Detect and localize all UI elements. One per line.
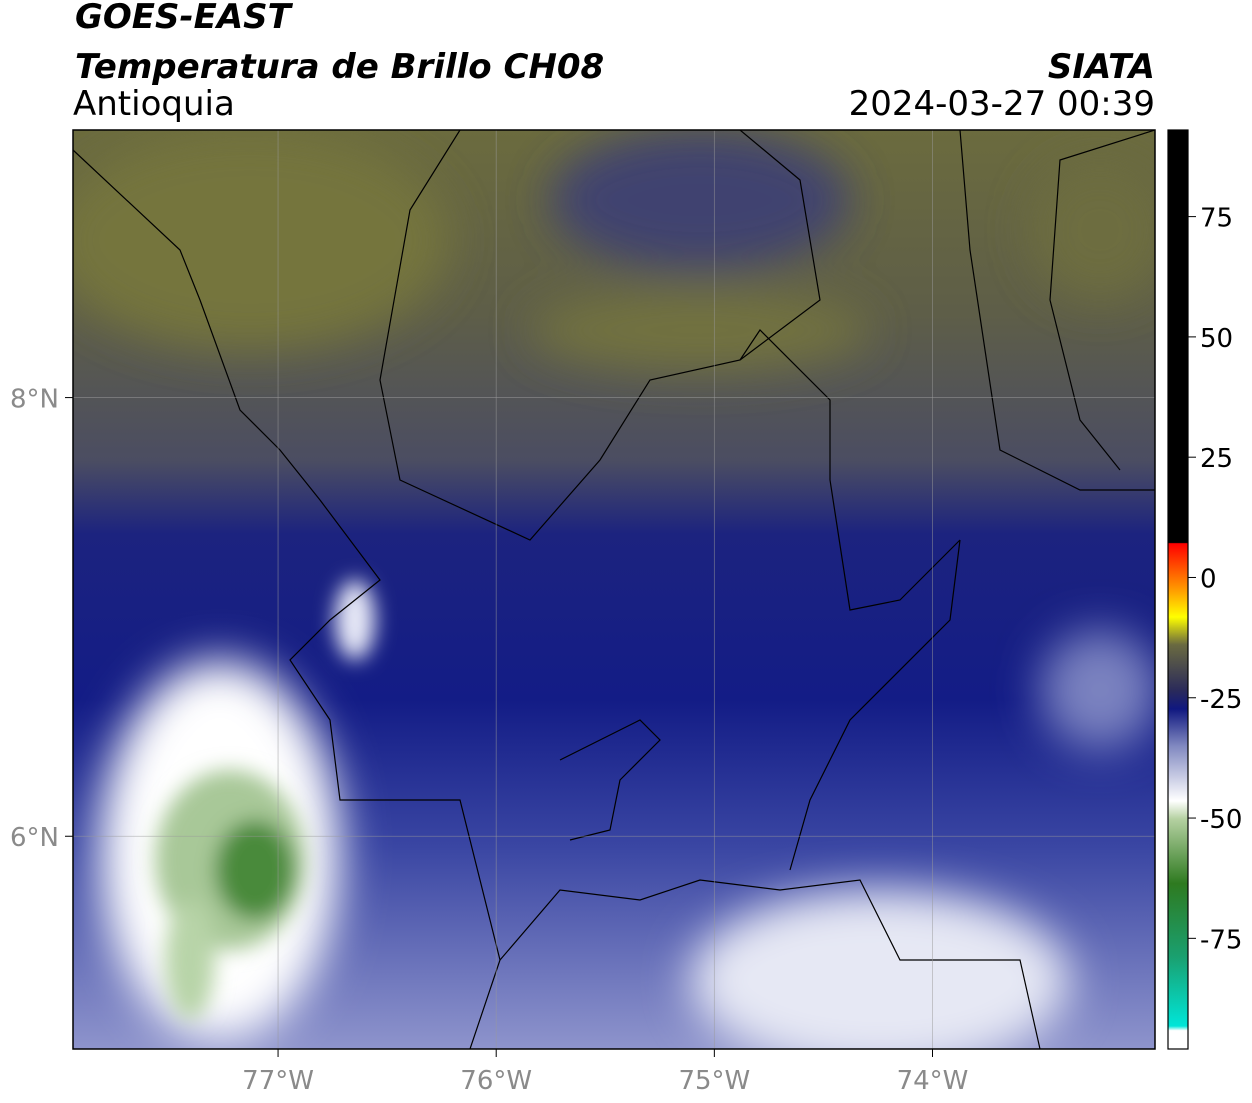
colorbar <box>1167 129 1189 1050</box>
satellite-image <box>73 130 1155 1049</box>
colorbar-tick-label: 75 <box>1200 204 1233 234</box>
lon-tick-label: 75°W <box>678 1066 750 1096</box>
colorbar-tick-label: -75 <box>1200 925 1242 955</box>
timestamp: 2024-03-27 00:39 <box>849 84 1155 124</box>
title: GOES-EAST <box>75 0 294 37</box>
lon-tick-label: 74°W <box>897 1066 969 1096</box>
colorbar-tick-label: -50 <box>1200 805 1242 835</box>
lon-tick-label: 76°W <box>460 1066 532 1096</box>
colorbar-tick-label: 50 <box>1200 324 1233 354</box>
source: SIATA <box>1048 47 1155 87</box>
map-frame <box>72 129 1156 1050</box>
graticule <box>73 130 1155 1049</box>
lon-tick-label: 77°W <box>242 1066 314 1096</box>
subtitle: Temperatura de Brillo CH08 <box>75 47 604 87</box>
colorbar-tick-label: -25 <box>1200 685 1242 715</box>
lat-tick-label: 6°N <box>10 823 59 853</box>
lat-tick-label: 8°N <box>10 385 59 415</box>
colorbar-tick-label: 0 <box>1200 564 1217 594</box>
region: Antioquia <box>73 84 235 124</box>
colorbar-tick-label: 25 <box>1200 444 1233 474</box>
